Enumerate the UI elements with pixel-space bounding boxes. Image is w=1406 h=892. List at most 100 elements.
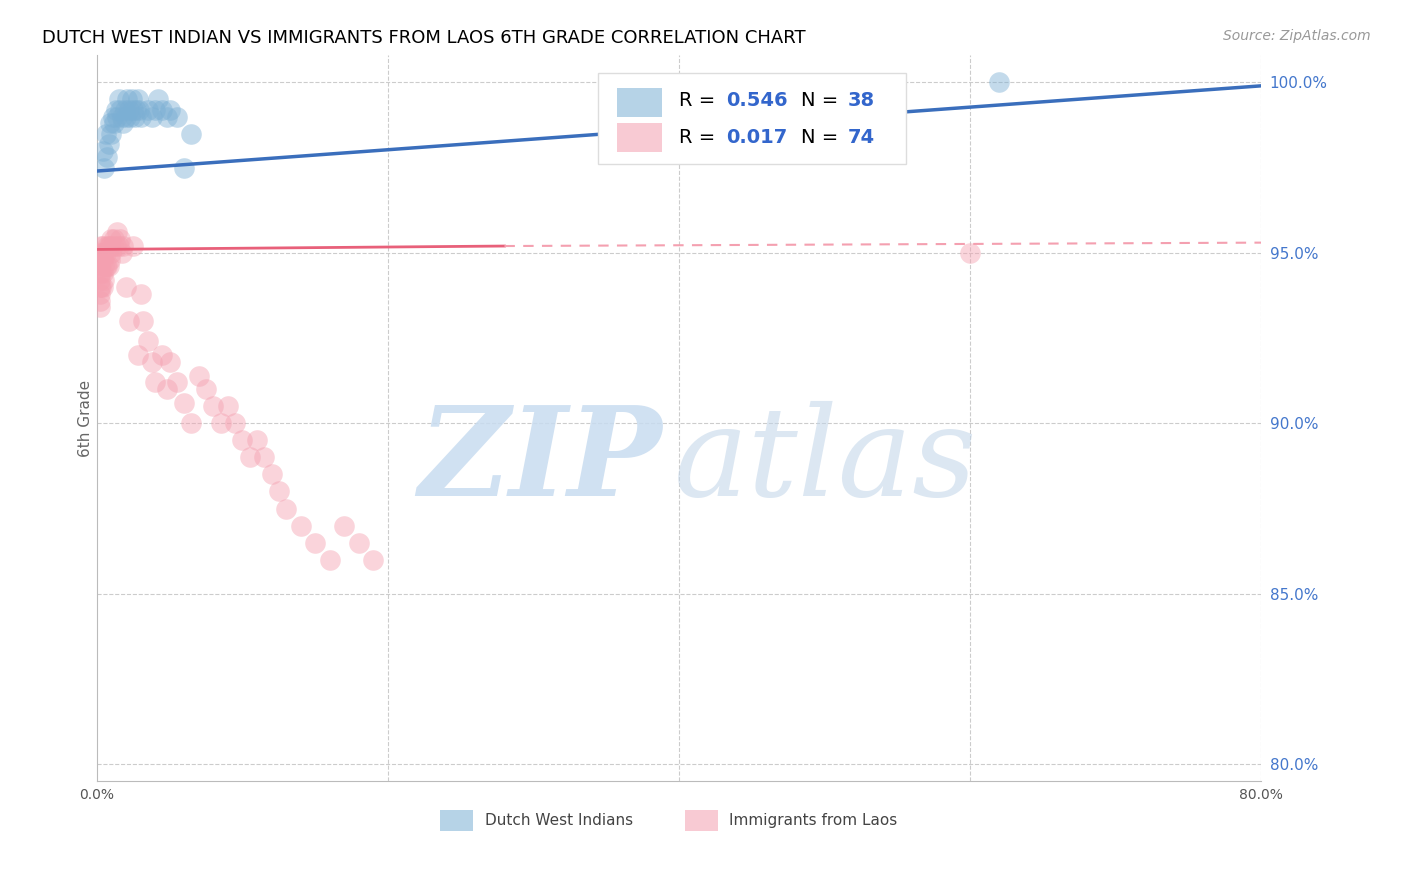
Point [143,376,166,390]
Point [180,127,202,141]
Point [141,355,163,369]
Point [304,535,326,549]
Point [89,286,111,301]
Point [117,92,139,106]
Point [122,103,145,117]
Point [91,239,114,253]
Text: Source: ZipAtlas.com: Source: ZipAtlas.com [1223,29,1371,43]
Bar [617,87,662,117]
Point [93,161,115,175]
Text: Immigrants from Laos: Immigrants from Laos [730,813,897,828]
Point [156,382,179,396]
Point [108,103,131,117]
Point [180,417,202,431]
Point [959,245,981,260]
Text: R =: R = [679,128,721,146]
Point [260,467,283,482]
Point [267,484,290,499]
Point [107,92,129,106]
Point [93,245,115,260]
Point [91,266,114,280]
Point [96,260,118,274]
Point [127,92,149,106]
Point [107,239,129,253]
Point [274,501,297,516]
Point [89,252,111,267]
Point [136,334,159,349]
Text: Dutch West Indians: Dutch West Indians [485,813,633,828]
Text: R =: R = [679,91,721,111]
Text: N =: N = [801,91,845,111]
Point [89,301,111,315]
Point [104,103,127,117]
Point [105,226,128,240]
Point [104,239,127,253]
Point [156,110,179,124]
Point [94,127,117,141]
Point [93,273,115,287]
Point [173,161,195,175]
Point [347,535,370,549]
Point [128,103,150,117]
Point [224,417,246,431]
Y-axis label: 6th Grade: 6th Grade [79,380,93,457]
Point [136,103,159,117]
Point [111,245,134,260]
Point [112,116,135,130]
Point [217,399,239,413]
Point [143,103,166,117]
Point [90,245,112,260]
Point [96,239,118,253]
Point [111,110,134,124]
Point [91,252,114,267]
Point [363,552,385,566]
Point [239,450,262,465]
Point [122,239,145,253]
Point [89,260,111,274]
Point [333,518,356,533]
Point [98,116,121,130]
Point [100,232,122,246]
Point [89,273,111,287]
Point [105,110,128,124]
Point [97,260,120,274]
Point [129,286,152,301]
Point [132,314,155,328]
Point [94,260,117,274]
Point [202,399,225,413]
Point [150,103,173,117]
Point [101,239,124,253]
Point [112,239,135,253]
Point [97,136,120,151]
Point [231,434,253,448]
Point [101,110,124,124]
Point [146,92,169,106]
Point [103,116,125,130]
Point [98,239,121,253]
Point [114,103,136,117]
Point [100,245,122,260]
Text: ZIP: ZIP [418,401,662,523]
Point [108,232,131,246]
Point [90,252,112,267]
Point [90,280,112,294]
Point [173,396,195,410]
Point [195,382,218,396]
Bar [685,810,717,830]
Bar [440,810,472,830]
Point [90,266,112,280]
Text: 38: 38 [848,91,875,111]
Point [93,260,115,274]
Point [159,355,181,369]
Point [125,103,148,117]
Point [124,110,146,124]
Point [129,110,152,124]
Point [91,144,114,158]
FancyBboxPatch shape [598,73,907,164]
Point [246,434,269,448]
Point [127,348,149,362]
Point [166,110,188,124]
Point [89,293,111,308]
Point [89,266,111,280]
Point [150,348,173,362]
